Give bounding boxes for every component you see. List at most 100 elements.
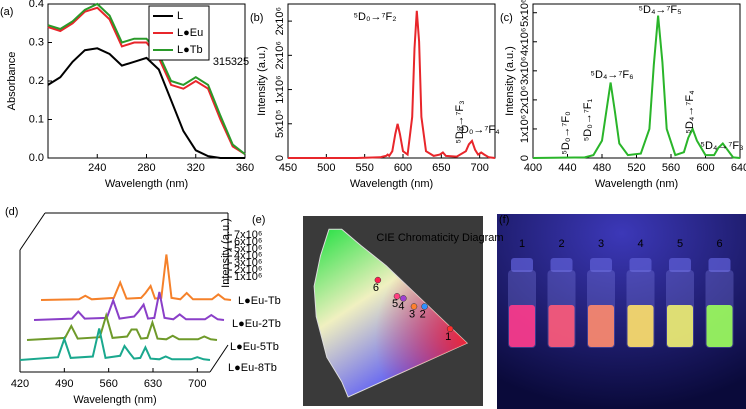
y-tick-label: 6x10⁶ <box>234 236 262 248</box>
x-tick-label: 240 <box>88 162 106 174</box>
y-tick-label: 3x10⁶ <box>234 257 262 269</box>
vial-label: 5 <box>677 238 683 250</box>
series-line <box>19 328 211 361</box>
x-tick-label: 560 <box>662 162 680 174</box>
annotation: ⁵D₀→⁷F₂ <box>353 11 396 23</box>
series-line <box>33 291 225 321</box>
vial-cap <box>629 258 652 272</box>
x-tick-label: 420 <box>11 378 29 390</box>
y-tick-label: 0.4 <box>29 0 44 10</box>
cie-point <box>374 276 382 284</box>
y-tick-label: 0.0 <box>29 152 44 164</box>
vial-liquid <box>627 305 654 347</box>
x-tick-label: 480 <box>593 162 611 174</box>
cie-point <box>446 325 454 333</box>
x-tick-label: 600 <box>696 162 714 174</box>
x-tick-label: 600 <box>394 162 412 174</box>
y-tick-label: 1x10⁶ <box>234 271 262 283</box>
y-tick-label: 0 <box>519 155 531 161</box>
annotation: ⁵D₄→⁷F₄ <box>684 90 696 134</box>
point-label: 5 <box>392 298 398 310</box>
legend-label: L●Tb <box>177 44 203 56</box>
vial-label: 4 <box>637 238 643 250</box>
y-tick-label: 4x10⁶ <box>234 250 262 262</box>
y-tick-label: 0 <box>274 155 286 161</box>
panel-label: (d) <box>5 206 18 218</box>
y-axis-label: Intensity (a.u.) <box>504 46 516 116</box>
panel-label: (c) <box>500 12 513 24</box>
vial-cap <box>708 258 731 272</box>
y-tick-label: 2x10⁶ <box>274 7 286 35</box>
y-axis-label: Intensity (a.u.) <box>220 218 232 288</box>
annotation: ⁵D₄→⁷F₃ <box>700 140 743 152</box>
y-axis-label: Intensity (a.u.) <box>256 46 268 116</box>
x-tick-label: 630 <box>144 378 162 390</box>
cie-point <box>410 303 418 310</box>
x-axis-label: Wavelength (nm) <box>105 178 188 190</box>
point-label: 2 <box>420 308 426 320</box>
vial-cap <box>550 258 573 272</box>
y-tick-label: 5x10⁶ <box>234 243 262 255</box>
point-label: 6 <box>373 282 379 294</box>
vial-liquid <box>667 305 693 347</box>
vial-cap <box>511 258 533 272</box>
legend-label: L <box>177 10 183 22</box>
series-line <box>47 2 246 155</box>
series-line <box>47 47 245 159</box>
annotation: ⁵D₀→⁷F₃ <box>454 100 466 143</box>
series-label: L●Eu-2Tb <box>232 318 281 330</box>
x-tick-label: 550 <box>355 162 373 174</box>
cie-point <box>400 295 407 302</box>
x-tick-label: 700 <box>188 378 206 390</box>
x-tick-label: 700 <box>470 162 488 174</box>
point-label: 3 <box>409 308 415 320</box>
point-label: 1 <box>445 331 451 343</box>
plot-frame <box>47 3 246 159</box>
y-tick-label: 1x10⁶ <box>519 115 531 143</box>
y-tick-label: 0.3 <box>29 36 44 48</box>
series-line <box>40 254 232 301</box>
vial-cap <box>590 258 612 272</box>
annotation: ⁵D₄→⁷F₆ <box>590 69 633 81</box>
vial-liquid <box>509 305 535 347</box>
cie-locus-red <box>314 229 468 397</box>
y-tick-label: 1x10⁶ <box>274 75 286 103</box>
x-tick-label: 450 <box>279 162 297 174</box>
x-tick-label: 640 <box>731 162 746 174</box>
x-tick-label: 650 <box>432 162 450 174</box>
x-tick-label: 320 <box>187 162 205 174</box>
annotation: ⁵D₀→⁷F₄ <box>456 124 500 136</box>
y-tick-label: 5x10⁵ <box>274 110 286 138</box>
x-axis-label: Wavelength (nm) <box>350 178 433 190</box>
series-label: L●Eu-8Tb <box>228 362 277 374</box>
photo-background <box>497 214 746 409</box>
annotation: ⁵D₀→⁷F₁ <box>582 98 594 141</box>
cie-point <box>393 293 401 300</box>
annotation: ⁵D₄→⁷F₅ <box>638 4 681 16</box>
x-tick-label: 440 <box>558 162 576 174</box>
panel-label: (b) <box>250 12 263 24</box>
series-line <box>26 311 218 341</box>
waterfall-box <box>19 212 229 373</box>
x-axis-label: Wavelength (nm) <box>73 394 156 406</box>
x-tick-label: 520 <box>627 162 645 174</box>
panel-label: (a) <box>0 6 13 18</box>
y-tick-label: 0.2 <box>29 75 44 87</box>
y-tick-label: 4x10⁶ <box>519 28 531 56</box>
y-tick-label: 2x10⁶ <box>519 86 531 114</box>
x-tick-label: 500 <box>317 162 335 174</box>
x-tick-label: 560 <box>99 378 117 390</box>
y-tick-label: 0.1 <box>29 113 44 125</box>
vial-liquid <box>706 305 733 347</box>
annotation: ⁵D₀→⁷F₀ <box>560 111 572 154</box>
vial-label: 2 <box>558 238 564 250</box>
x-tick-label: 280 <box>137 162 155 174</box>
series-label: L●Eu-5Tb <box>230 341 279 353</box>
vial-label: 6 <box>716 238 722 250</box>
x-tick-label: 400 <box>524 162 542 174</box>
point-label: 4 <box>398 300 404 312</box>
y-tick-label: 2x10⁶ <box>274 41 286 69</box>
x-tick-label: 360 <box>236 162 254 174</box>
vial-label: 3 <box>598 238 604 250</box>
